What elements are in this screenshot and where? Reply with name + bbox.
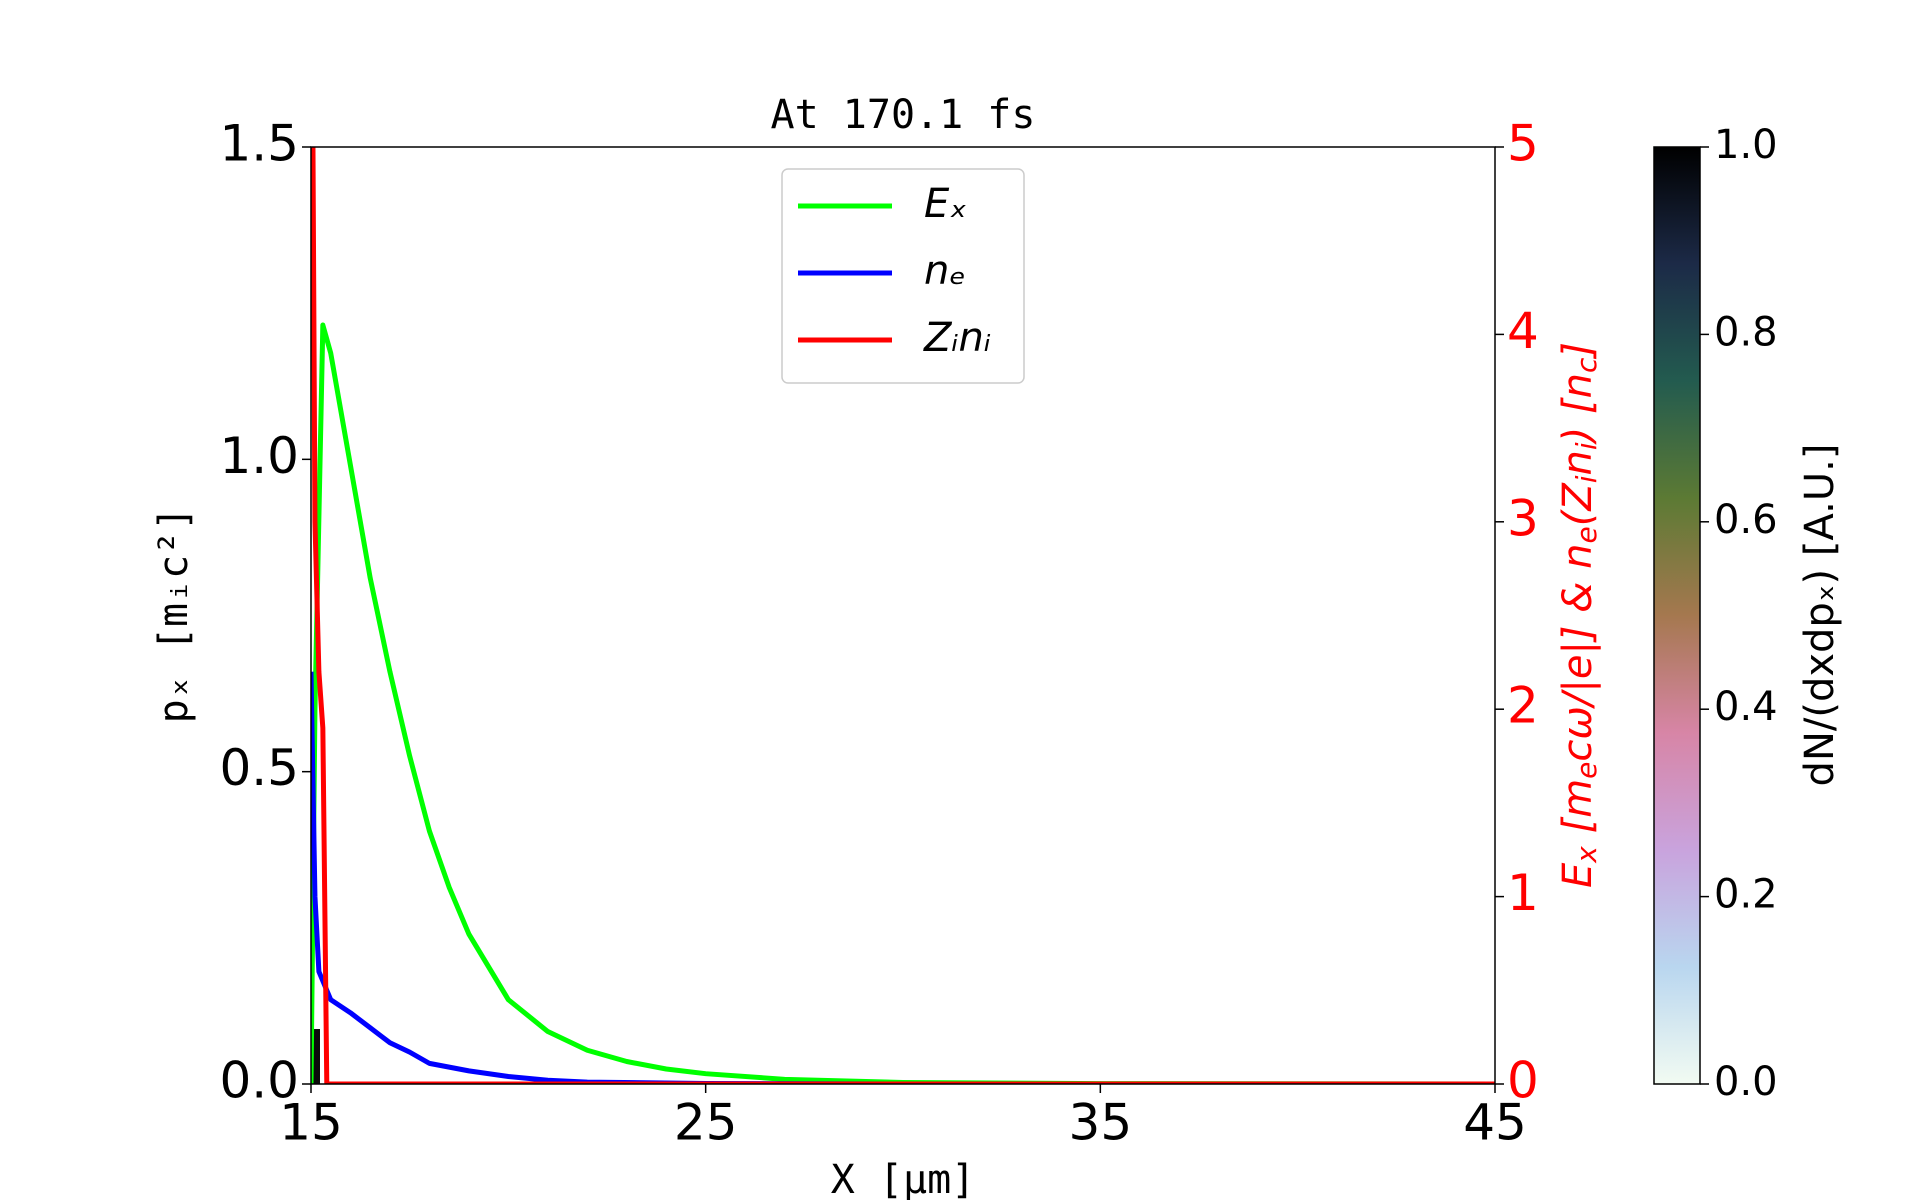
colorbar-tick-label: 0.2: [1714, 872, 1778, 918]
y2-label-subscript: i: [1570, 442, 1603, 450]
series-line: [311, 322, 1495, 1084]
y2-label-part: E: [1555, 862, 1601, 888]
colorbar-tick-label: 0.8: [1714, 309, 1778, 355]
legend-box: [781, 168, 1025, 384]
colorbar-tick-label: 0.6: [1714, 497, 1778, 543]
y-axis-label: pₓ [mᵢc²]: [151, 507, 197, 724]
y2-label-part: n: [1555, 450, 1601, 475]
series-line: [311, 147, 1495, 1084]
y2-tick-label: 5: [1507, 115, 1539, 173]
y2-label-subscript: e: [1570, 526, 1603, 543]
colorbar-tick-label: 0.4: [1714, 684, 1778, 730]
phase-space-density: [311, 1029, 320, 1084]
colorbar-tick-label: 0.0: [1714, 1059, 1778, 1105]
chart-title: At 170.1 fs: [771, 92, 1036, 138]
y2-label-subscript: e: [1570, 762, 1603, 779]
y2-tick-label: 4: [1507, 302, 1539, 360]
y2-label-part: ]: [1555, 342, 1601, 360]
y2-tick-label: 0: [1507, 1052, 1539, 1110]
y2-axis-label: Ex [mecω/|e|] & ne(Zini) [nc]: [1555, 342, 1603, 888]
y-tick-label: 0.5: [219, 739, 299, 797]
y-tick-label: 1.0: [219, 427, 299, 485]
series-line: [311, 671, 1495, 1084]
y2-label-subscript: i: [1570, 475, 1603, 483]
colorbar-tick-label: 1.0: [1714, 122, 1778, 168]
y2-label-subscript: x: [1570, 846, 1603, 864]
x-tick-label: 15: [279, 1094, 343, 1152]
y2-label-part: (Z: [1555, 482, 1601, 527]
colorbar-label: dN/(dxdpₓ) [A.U.]: [1797, 444, 1843, 787]
legend-label: Eₓ: [924, 181, 967, 227]
x-axis-label: X [μm]: [831, 1157, 976, 1200]
x-tick-label: 25: [674, 1094, 738, 1152]
y2-label-part: ) [n: [1555, 373, 1601, 445]
colorbar: [1653, 146, 1701, 1085]
x-tick-label: 35: [1069, 1094, 1133, 1152]
plot-frame: [310, 146, 1496, 1085]
y-tick-label: 0.0: [219, 1052, 299, 1110]
y2-label-subscript: c: [1570, 357, 1603, 373]
y2-tick-label: 2: [1507, 677, 1539, 735]
y2-label-part: cω/|e|] & n: [1555, 543, 1601, 761]
y2-tick-label: 1: [1507, 864, 1539, 922]
y2-tick-label: 3: [1507, 489, 1539, 547]
y2-label-part: [m: [1555, 779, 1601, 846]
x-tick-label: 45: [1463, 1094, 1527, 1152]
y-tick-label: 1.5: [219, 115, 299, 173]
legend-label: Zᵢnᵢ: [923, 315, 991, 361]
legend-label: nₑ: [924, 248, 966, 294]
